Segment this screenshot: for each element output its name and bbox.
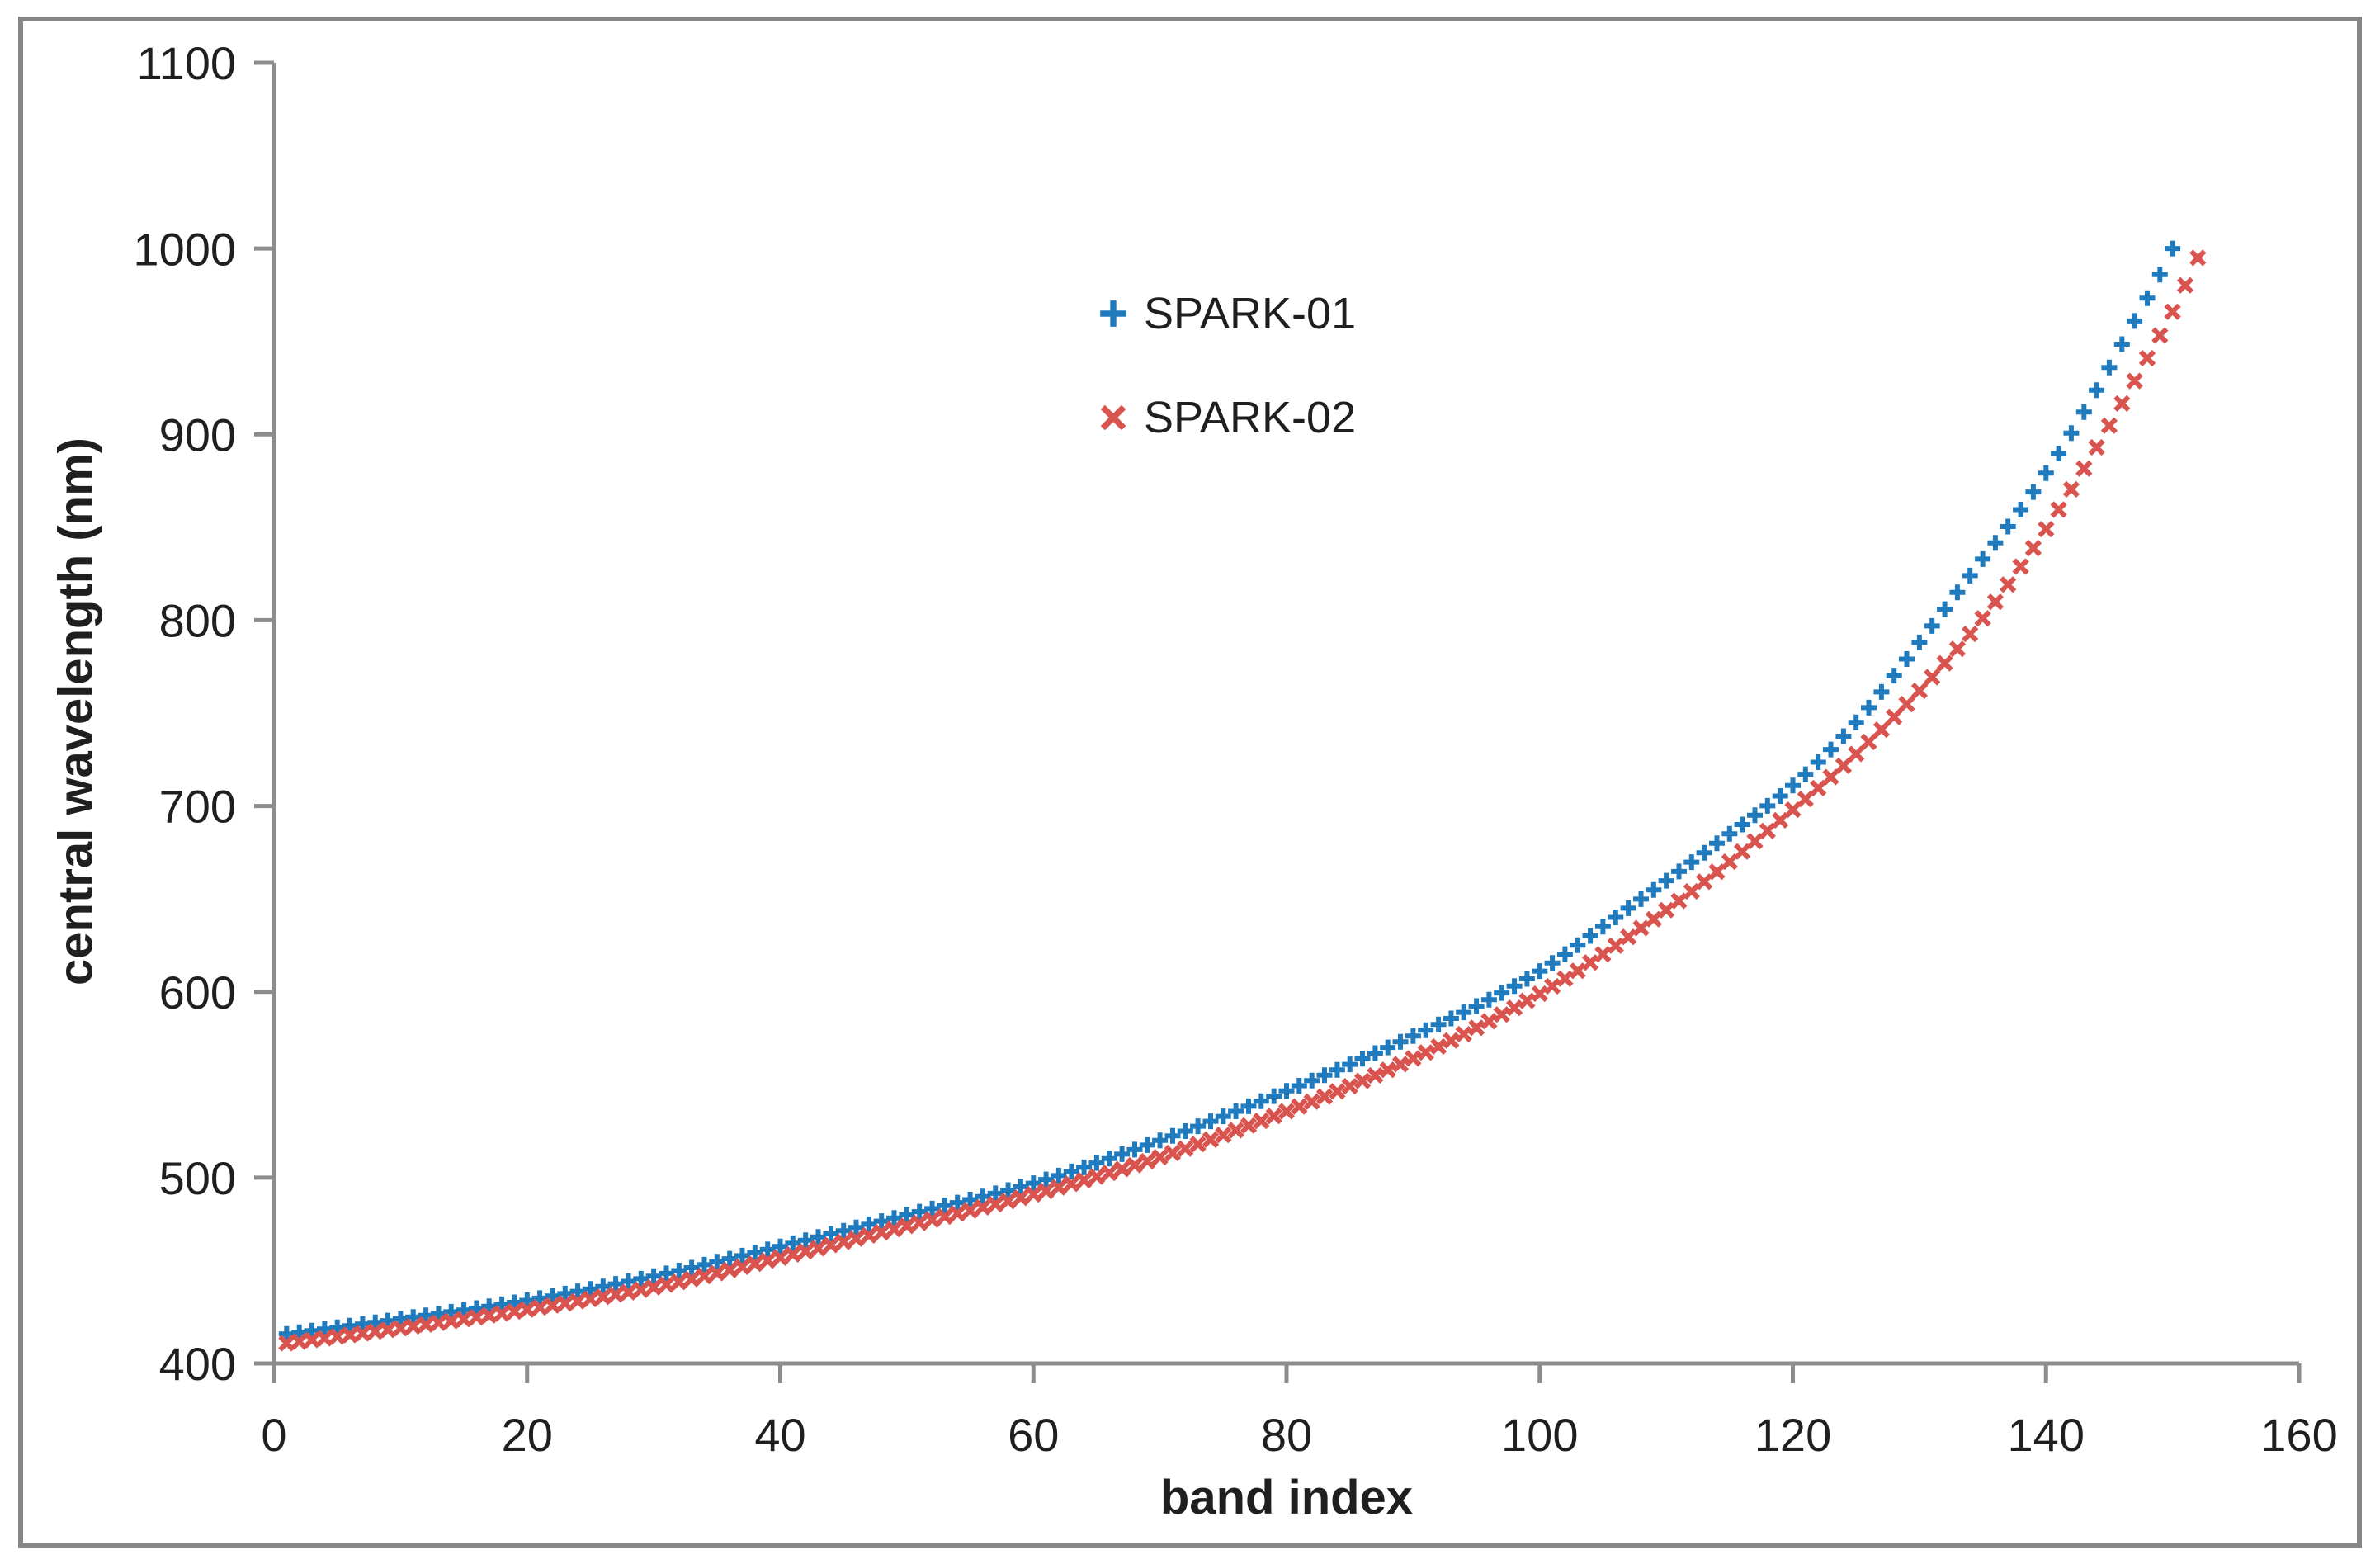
y-tick-label: 400 xyxy=(159,1338,236,1390)
x-tick-label: 120 xyxy=(1754,1409,1831,1461)
x-tick-label: 100 xyxy=(1501,1409,1578,1461)
x-tick-label: 80 xyxy=(1261,1409,1312,1461)
legend-label-spark-02: SPARK-02 xyxy=(1144,393,1357,442)
y-tick-label: 600 xyxy=(159,966,236,1018)
y-tick-label: 500 xyxy=(159,1152,236,1204)
series-spark-02-markers xyxy=(278,249,2207,1352)
x-axis-title: band index xyxy=(1159,1471,1414,1524)
x-tick-label: 0 xyxy=(261,1409,286,1461)
figure-border xyxy=(18,17,2362,1548)
plus-marker-icon xyxy=(1100,300,1126,327)
y-tick-label: 700 xyxy=(159,781,236,833)
y-tick-label: 800 xyxy=(159,595,236,647)
legend-item-spark-02[interactable]: SPARK-02 xyxy=(1098,391,1356,444)
x-tick-label: 140 xyxy=(2008,1409,2085,1461)
y-tick-label: 1000 xyxy=(133,223,236,275)
y-axis-title: central wavelength (nm) xyxy=(49,437,103,985)
x-tick-label: 40 xyxy=(754,1409,805,1461)
legend-item-spark-01[interactable]: SPARK-01 xyxy=(1098,287,1356,340)
y-tick-label: 900 xyxy=(159,409,236,461)
x-marker-icon xyxy=(1100,404,1126,431)
x-tick-label: 20 xyxy=(502,1409,553,1461)
legend: SPARK-01 SPARK-02 xyxy=(1098,287,1356,495)
x-tick-label: 60 xyxy=(1008,1409,1059,1461)
x-tick-label: 160 xyxy=(2260,1409,2337,1461)
y-tick-label: 1100 xyxy=(137,37,236,89)
legend-label-spark-01: SPARK-01 xyxy=(1144,289,1357,338)
series-spark-01-markers xyxy=(278,240,2181,1342)
